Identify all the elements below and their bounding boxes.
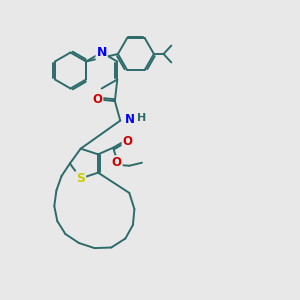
Text: O: O — [122, 135, 133, 148]
Text: O: O — [92, 93, 103, 106]
Text: H: H — [136, 112, 146, 123]
Text: S: S — [76, 172, 85, 185]
Text: N: N — [97, 46, 107, 59]
Text: O: O — [112, 156, 122, 169]
Text: N: N — [125, 112, 135, 126]
